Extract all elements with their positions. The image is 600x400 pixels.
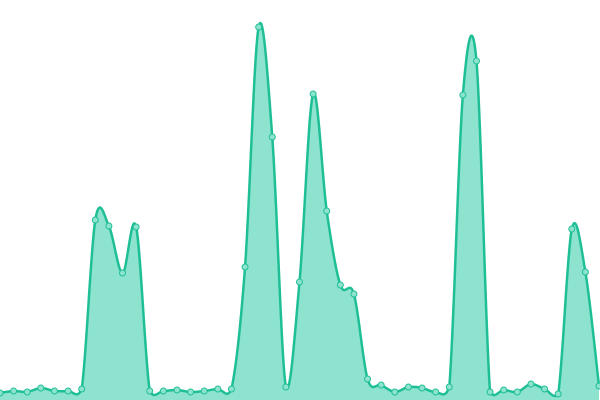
data-point — [37, 384, 45, 392]
data-point — [432, 388, 440, 396]
data-point — [64, 387, 72, 395]
data-point — [581, 268, 589, 276]
data-point — [527, 380, 535, 388]
data-point — [241, 263, 249, 271]
data-point — [404, 383, 412, 391]
data-point — [50, 387, 58, 395]
data-point — [296, 278, 303, 286]
data-point — [23, 388, 31, 396]
data-point — [119, 269, 127, 277]
data-point — [91, 216, 99, 224]
data-point — [282, 383, 290, 391]
data-point — [214, 385, 222, 393]
data-point — [554, 390, 562, 398]
data-point — [227, 385, 235, 393]
data-point — [486, 388, 494, 396]
data-point — [513, 388, 521, 396]
data-point — [568, 225, 576, 233]
data-point — [350, 290, 358, 298]
data-point — [336, 281, 344, 289]
data-point — [418, 384, 426, 392]
data-point — [173, 386, 181, 394]
data-point — [541, 385, 549, 393]
data-point — [391, 388, 399, 396]
data-point — [459, 91, 467, 99]
data-point — [377, 381, 385, 389]
data-point — [309, 90, 317, 98]
data-point — [595, 382, 600, 390]
data-point — [255, 23, 263, 31]
data-point — [132, 223, 140, 231]
data-point — [159, 387, 167, 395]
data-point — [10, 387, 18, 395]
data-point — [364, 375, 372, 383]
data-point — [500, 386, 508, 394]
data-point — [146, 387, 154, 395]
data-point — [200, 387, 208, 395]
data-point — [268, 133, 276, 141]
data-point — [105, 222, 113, 230]
area-fill — [0, 23, 599, 400]
data-point — [323, 207, 331, 215]
data-point — [78, 385, 86, 393]
data-point — [0, 389, 4, 397]
data-point — [472, 57, 480, 65]
data-point — [187, 388, 195, 396]
data-point — [445, 383, 453, 391]
